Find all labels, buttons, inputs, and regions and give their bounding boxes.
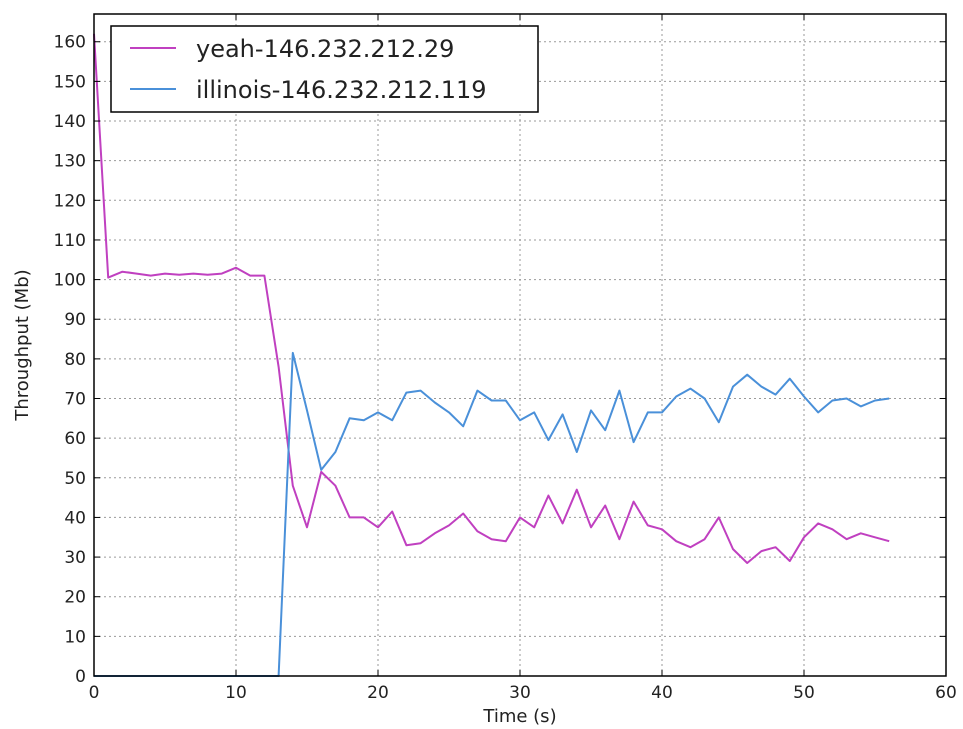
axis-ticks: 0 10 20 30 40 50 60 0 10 20 30 40 50 60 70 80 90 100 110 12… <box>54 14 957 703</box>
y-tick-label: 50 <box>64 469 86 489</box>
x-tick-label: 40 <box>651 683 673 703</box>
y-tick-label: 110 <box>54 231 86 251</box>
y-tick-label: 70 <box>64 390 86 410</box>
legend-label-illinois: illinois-146.232.212.119 <box>196 76 487 104</box>
y-tick-label: 80 <box>64 350 86 370</box>
x-tick-label: 10 <box>225 683 247 703</box>
y-tick-label: 10 <box>64 627 86 647</box>
y-tick-label: 0 <box>75 667 86 687</box>
x-tick-label: 20 <box>367 683 389 703</box>
series-line-yeah <box>93 33 890 564</box>
y-tick-label: 120 <box>54 191 86 211</box>
y-tick-label: 100 <box>54 271 86 291</box>
grid-lines <box>94 14 946 676</box>
y-tick-label: 20 <box>64 588 86 608</box>
y-tick-label: 160 <box>54 33 86 53</box>
y-tick-label: 40 <box>64 508 86 528</box>
x-tick-label: 50 <box>793 683 815 703</box>
legend-box <box>110 25 539 113</box>
y-tick-label: 60 <box>64 429 86 449</box>
y-tick-label: 150 <box>54 72 86 92</box>
y-tick-label: 130 <box>54 152 86 172</box>
y-axis-label: Throughput (Mb) <box>12 269 33 421</box>
y-tick-label: 30 <box>64 548 86 568</box>
y-tick-label: 140 <box>54 112 86 132</box>
legend: yeah-146.232.212.29 illinois-146.232.212… <box>110 25 539 113</box>
legend-label-yeah: yeah-146.232.212.29 <box>196 35 454 63</box>
x-axis-label: Time (s) <box>482 706 556 727</box>
y-tick-label: 90 <box>64 310 86 330</box>
x-tick-label: 30 <box>509 683 531 703</box>
x-tick-label: 60 <box>935 683 957 703</box>
x-tick-label: 0 <box>89 683 100 703</box>
